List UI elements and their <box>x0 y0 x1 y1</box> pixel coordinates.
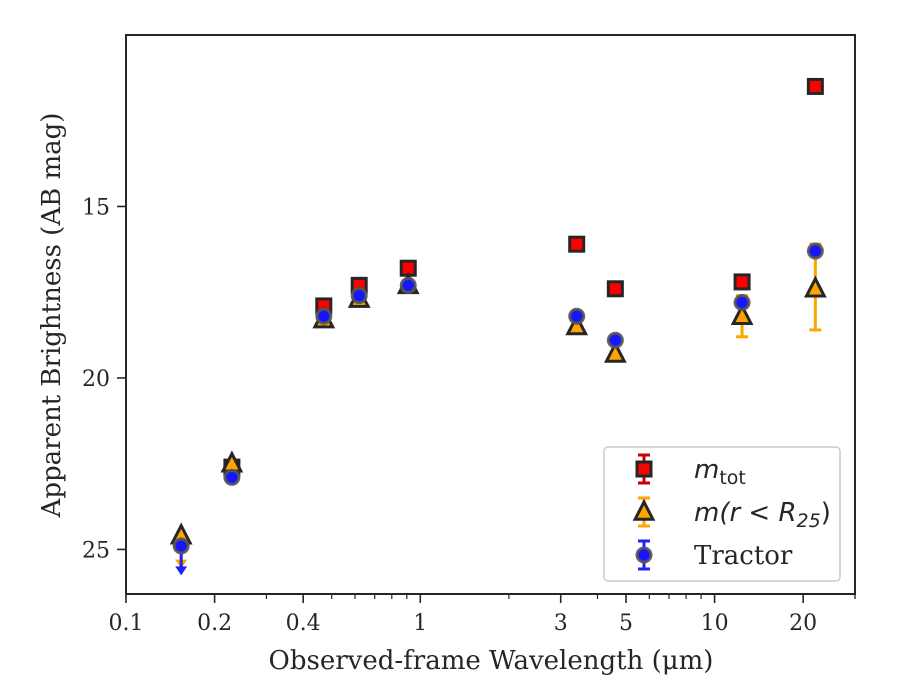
x-tick-label: 0.1 <box>109 611 144 636</box>
data-point <box>733 273 751 291</box>
data-point <box>606 280 624 298</box>
data-point <box>806 242 824 260</box>
legend-marker <box>632 498 656 521</box>
y-tick-label: 25 <box>82 538 110 563</box>
data-point <box>806 77 824 95</box>
data-point <box>565 313 589 336</box>
legend-marker <box>635 460 653 478</box>
axes: 0.1 0.2 0.4 1 3 5 10 20 15 20 25 <box>82 34 856 636</box>
data-point <box>399 276 417 294</box>
data-point <box>350 287 368 305</box>
x-tick-label: 10 <box>701 611 729 636</box>
data-point <box>568 307 586 325</box>
data-point <box>606 331 624 349</box>
x-tick-label: 0.4 <box>286 611 321 636</box>
data-point <box>223 468 241 486</box>
legend-label-2: Tractor <box>694 541 793 571</box>
plot-area <box>169 77 827 576</box>
y-tick-label: 15 <box>82 195 110 220</box>
data-point <box>733 293 751 311</box>
legend-label-1: m(r < R25) <box>694 498 831 532</box>
data-point <box>172 537 190 555</box>
x-tick-label: 0.2 <box>197 611 232 636</box>
axes-frame <box>125 34 856 595</box>
y-axis-label: Apparent Brightness (AB mag) <box>37 113 67 519</box>
data-point <box>730 302 754 325</box>
x-tick-label: 5 <box>619 611 633 636</box>
upper-limit-arrow <box>175 566 188 576</box>
legend-marker <box>635 546 653 564</box>
x-axis-label: Observed-frame Wavelength (μm) <box>269 646 714 676</box>
legend-label-0: mtot <box>694 455 746 489</box>
legend-box <box>603 446 841 582</box>
x-tick-label: 20 <box>789 611 817 636</box>
x-tick-label: 3 <box>554 611 568 636</box>
data-point <box>315 307 333 325</box>
data-point <box>803 275 827 298</box>
x-tick-label: 1 <box>413 611 427 636</box>
legend: mtot m(r < R25) Tractor <box>603 446 841 582</box>
data-point <box>603 340 627 363</box>
data-point <box>568 235 586 253</box>
y-tick-label: 20 <box>82 367 110 392</box>
